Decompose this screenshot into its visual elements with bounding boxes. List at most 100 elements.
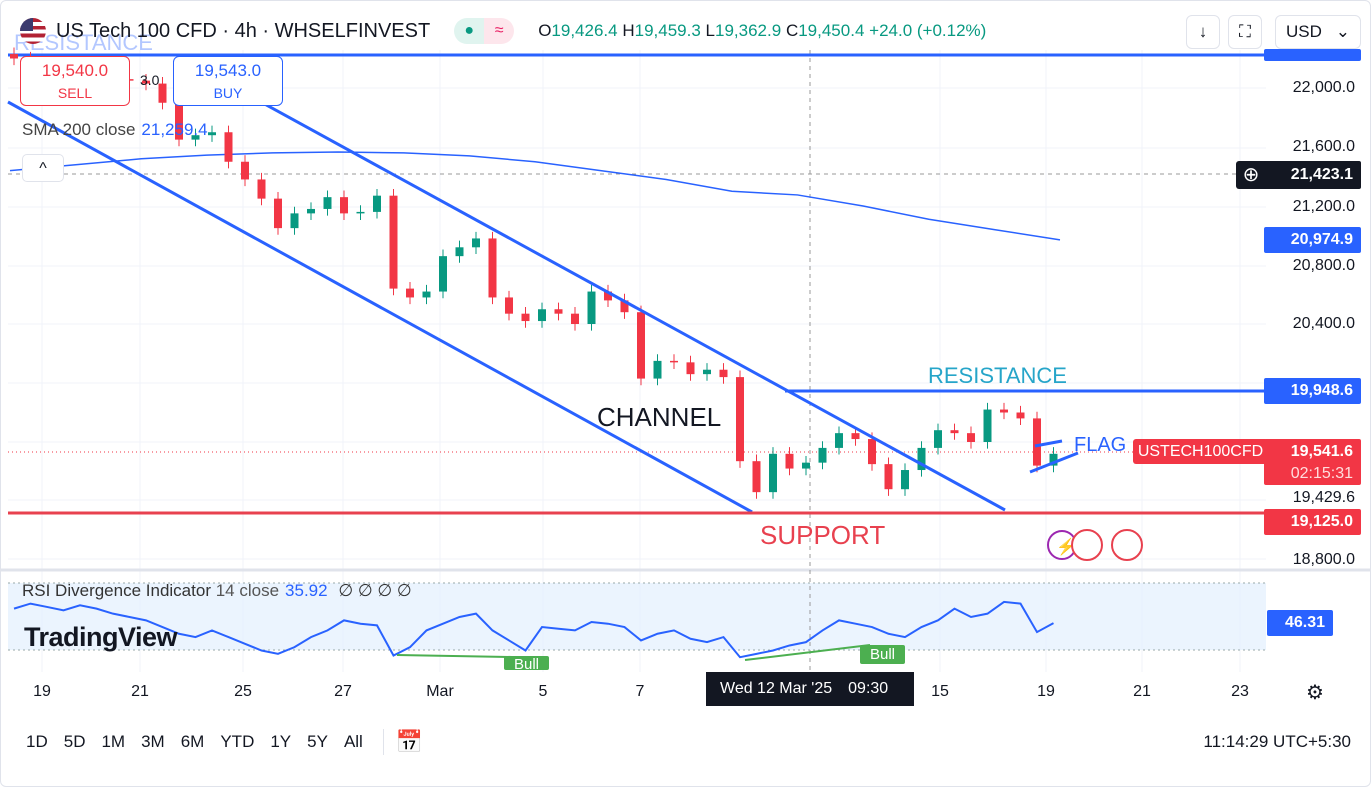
chevron-down-icon: ⌄ (1335, 22, 1350, 41)
candle-body (175, 102, 183, 140)
flag-label: FLAG (1074, 434, 1127, 456)
range-3m[interactable]: 3M (141, 732, 165, 751)
sma-price-tag: 20,974.9 (1264, 227, 1361, 253)
delayed-icon: ≈ (484, 18, 515, 44)
time-tick: 19 (33, 683, 51, 700)
candle-body (769, 453, 777, 493)
tradingview-logo[interactable]: TradingView (24, 622, 178, 652)
rsi-band (8, 583, 1266, 650)
currency-select[interactable]: USD ⌄ (1275, 15, 1361, 49)
price-tick: 18,800.0 (1292, 551, 1355, 568)
goto-date-calendar-icon[interactable]: 📅 (395, 729, 424, 754)
time-tick: 23 (1231, 683, 1249, 700)
spread: 3.0 (140, 72, 160, 88)
candle-body (851, 433, 860, 440)
candle-body (142, 80, 150, 84)
candle-body (983, 409, 992, 442)
candle-body (274, 198, 282, 229)
candle-body (439, 256, 447, 292)
candle-body (488, 238, 497, 298)
bull-divergence-1 (396, 654, 513, 658)
candle-body (373, 195, 381, 212)
support-price-tag: 19,125.0 (1264, 509, 1361, 535)
settings-gear-icon[interactable]: ⚙ (1306, 682, 1324, 704)
candle-body (802, 462, 810, 469)
candle-body (1000, 409, 1008, 413)
crosshair-price-tag: 21,423.1 (1264, 161, 1361, 189)
range-6m[interactable]: 6M (180, 732, 205, 751)
sma-legend[interactable]: SMA 200 close 21,259.4 (22, 120, 208, 139)
resistance-label: RESISTANCE (928, 363, 1067, 388)
sell-button[interactable]: 19,540.0 SELL (20, 56, 130, 106)
candle-body (670, 360, 678, 363)
price-tick: 22,000.0 (1292, 79, 1355, 96)
channel-lower-line (7, 100, 753, 514)
candle-body (719, 369, 728, 378)
flag-lower (1029, 451, 1079, 474)
rsi-legend[interactable]: RSI Divergence Indicator 14 close 35.92 ∅… (22, 581, 412, 600)
candle-body (241, 161, 249, 180)
channel-label: CHANNEL (597, 402, 722, 432)
time-tick: 21 (131, 683, 149, 700)
flag-upper (1034, 439, 1063, 448)
candle-body (455, 247, 464, 257)
candle-body (736, 377, 744, 462)
candle-body (950, 430, 959, 434)
candle-body (521, 313, 530, 322)
market-open-icon: ● (454, 18, 485, 44)
candle-body (1033, 418, 1041, 466)
candle-body (884, 464, 893, 490)
symbol-title[interactable]: US Tech 100 CFD · 4h · WHSELFINVEST (56, 19, 431, 42)
rsi-value-tag: 46.31 (1267, 610, 1333, 636)
us-event-icon (1111, 529, 1143, 561)
candle-body (224, 132, 233, 162)
range-1y[interactable]: 1Y (270, 732, 292, 751)
market-status[interactable]: ● ≈ (454, 18, 515, 44)
candle-body (257, 179, 266, 199)
resistance-price-tag: 19,948.6 (1264, 378, 1361, 404)
candle-body (785, 453, 794, 469)
candle-body (604, 291, 612, 301)
price-tick: 20,800.0 (1292, 257, 1355, 274)
range-1m[interactable]: 1M (101, 732, 126, 751)
candle-body (901, 470, 909, 490)
symbol-header: US Tech 100 CFD · 4h · WHSELFINVEST ● ≈ O… (20, 18, 986, 44)
bull-divergence-2 (744, 644, 871, 661)
sma-200-line (9, 151, 1061, 241)
top-resistance-tag (1264, 49, 1361, 61)
last-price-tag: 19,541.6 02:15:31 (1264, 439, 1361, 485)
candle-body (356, 211, 365, 214)
time-tick: 5 (538, 683, 548, 700)
bull-label-2: Bull (860, 645, 906, 664)
candle-body (571, 313, 579, 324)
add-alert-plus-icon[interactable]: ⊕ (1236, 161, 1266, 189)
support-label: SUPPORT (760, 520, 886, 550)
time-tick: 19 (1037, 683, 1055, 700)
candle-body (554, 309, 563, 314)
bull-label-1: Bull (504, 656, 550, 670)
candle-body (472, 238, 480, 248)
clock[interactable]: 11:14:29 UTC+5:30 (1203, 732, 1351, 751)
fullscreen-button[interactable]: ⛶ (1228, 15, 1262, 49)
range-ytd[interactable]: YTD (220, 732, 255, 751)
download-button[interactable]: ↓ (1186, 15, 1220, 49)
candle-body (686, 362, 695, 375)
candle-body (1049, 453, 1058, 466)
candle-body (340, 197, 348, 214)
time-tick: 7 (635, 683, 645, 700)
rsi-line (13, 600, 1054, 659)
candle-body (191, 135, 200, 140)
range-1d[interactable]: 1D (26, 732, 48, 751)
range-all[interactable]: All (343, 732, 363, 751)
candle-body (290, 213, 299, 229)
candle-body (10, 54, 18, 59)
candle-body (158, 83, 167, 103)
candle-body (538, 309, 546, 322)
range-5d[interactable]: 5D (63, 732, 86, 751)
candle-body (389, 195, 398, 289)
range-5y[interactable]: 5Y (307, 732, 328, 751)
buy-button[interactable]: 19,543.0 BUY (173, 56, 283, 106)
collapse-legend-button[interactable]: ^ (22, 154, 64, 182)
symbol-tag: USTECH100CFD (1133, 439, 1268, 464)
